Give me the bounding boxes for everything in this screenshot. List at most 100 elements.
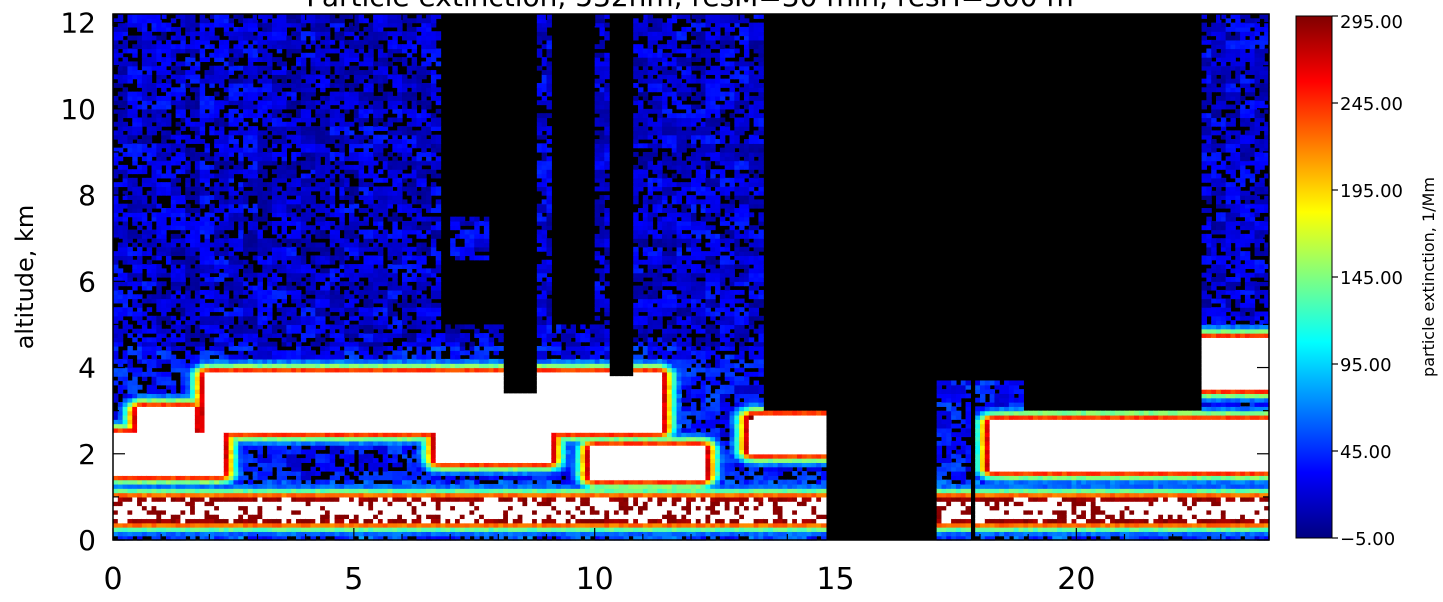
heatmap-cell [199,406,206,412]
heatmap-cell [310,302,316,308]
heatmap-cell [315,255,321,261]
heatmap-cell [247,501,254,507]
heatmap-cell [300,363,307,369]
heatmap-cell [117,531,124,537]
heatmap-cell [358,432,365,438]
heatmap-cell [113,277,119,282]
heatmap-cell [276,82,283,88]
heatmap-cell [238,117,244,123]
heatmap-cell [349,100,355,106]
heatmap-cell [209,402,215,407]
heatmap-cell [252,160,259,166]
heatmap-cell [324,458,331,463]
heatmap-cell [329,371,336,377]
heatmap-cell [329,18,336,24]
heatmap-cell [320,453,326,459]
heatmap-cell [218,488,225,494]
heatmap-cell [185,22,191,28]
heatmap-cell [190,518,196,524]
heatmap-cell [353,203,360,209]
heatmap-cell [276,164,283,170]
heatmap-cell [127,414,133,420]
heatmap-cell [214,91,220,97]
heatmap-cell [305,397,312,403]
heatmap-cell [156,74,162,80]
heatmap-cell [276,70,283,75]
heatmap-cell [339,44,345,50]
heatmap-cell [214,173,220,179]
heatmap-cell [185,449,191,455]
heatmap-cell [247,246,254,252]
heatmap-cell [344,384,350,390]
heatmap-cell [185,509,191,515]
heatmap-cell [310,139,316,144]
heatmap-cell [305,531,312,537]
heatmap-cell [281,376,287,382]
heatmap-cell [276,471,283,476]
heatmap-cell [204,190,210,196]
heatmap-cell [141,324,148,330]
heatmap-cell [320,95,326,101]
heatmap-cell [190,126,196,132]
heatmap-cell [146,514,153,520]
heatmap-cell [137,466,143,472]
heatmap-cell [190,380,196,386]
heatmap-cell [113,483,119,489]
heatmap-cell [214,259,220,265]
heatmap-cell [194,432,201,438]
heatmap-cell [209,259,215,265]
heatmap-cell [151,216,157,222]
heatmap-cell [271,514,278,520]
heatmap-cell [180,449,186,455]
heatmap-cell [132,462,138,468]
heatmap-cell [310,281,316,287]
heatmap-cell [194,208,201,213]
heatmap-cell [209,35,215,41]
heatmap-cell [305,350,312,356]
heatmap-cell [281,462,287,468]
heatmap-cell [349,277,355,282]
heatmap-cell [271,199,278,205]
heatmap-cell [349,496,355,502]
heatmap-cell [194,22,201,28]
heatmap-cell [358,320,365,326]
heatmap-cell [228,432,235,438]
heatmap-cell [146,251,153,257]
heatmap-cell [214,384,220,390]
heatmap-cell [353,397,360,403]
heatmap-cell [117,449,124,455]
heatmap-cell [329,505,336,511]
heatmap-cell [262,26,268,32]
heatmap-cell [146,527,153,532]
heatmap-cell [252,229,259,235]
heatmap-cell [320,367,326,373]
heatmap-cell [170,522,177,528]
heatmap-cell [127,74,133,80]
heatmap-cell [349,324,355,330]
heatmap-cell [218,74,225,80]
heatmap-cell [137,225,143,231]
heatmap-cell [180,514,186,520]
heatmap-cell [349,479,355,485]
heatmap-cell [305,345,312,351]
heatmap-cell [204,518,210,524]
heatmap-cell [170,285,177,291]
heatmap-cell [334,238,340,244]
heatmap-cell [137,406,143,412]
heatmap-cell [276,255,283,261]
heatmap-cell [122,462,129,468]
heatmap-cell [185,302,191,308]
heatmap-cell [305,479,312,485]
heatmap-cell [180,48,186,54]
heatmap-cell [252,65,259,71]
heatmap-cell [238,82,244,88]
heatmap-cell [291,324,297,330]
heatmap-cell [228,268,235,274]
heatmap-cell [262,522,268,528]
heatmap-cell [185,527,191,532]
heatmap-cell [320,350,326,356]
heatmap-cell [262,151,268,157]
heatmap-cell [214,302,220,308]
heatmap-cell [262,389,268,395]
heatmap-cell [113,264,119,269]
